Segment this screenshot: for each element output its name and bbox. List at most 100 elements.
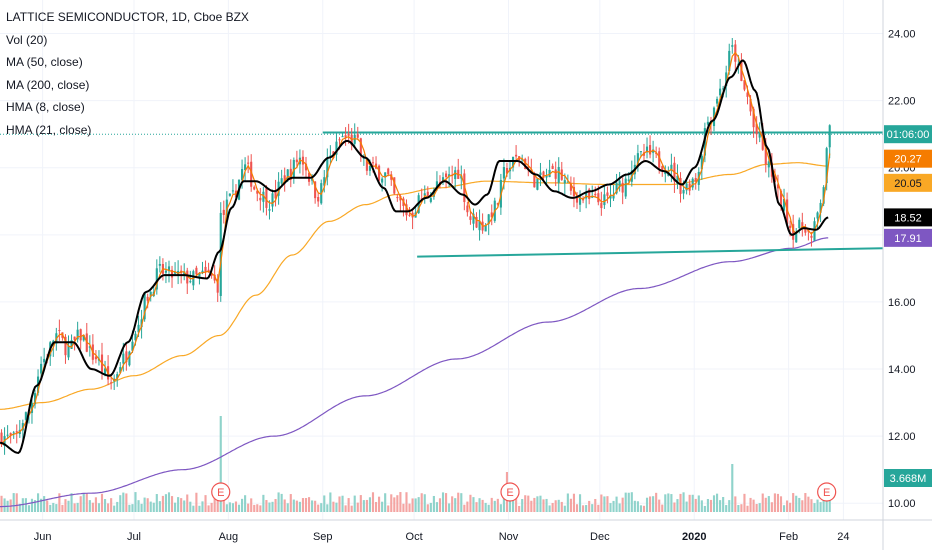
volume-bar (487, 504, 490, 512)
volume-bar (46, 500, 49, 512)
candle-body (603, 194, 606, 206)
volume-bar (140, 503, 143, 512)
candle-body (435, 181, 438, 189)
volume-bar (67, 500, 70, 512)
candle-body (79, 329, 82, 341)
candle-body (594, 193, 597, 196)
candle-body (216, 278, 219, 293)
candle-body (804, 226, 807, 233)
volume-bar (122, 492, 125, 512)
candle-body (828, 125, 831, 148)
volume-bar (636, 501, 639, 512)
candle-body (478, 220, 481, 231)
volume-bar (825, 498, 828, 512)
y-tick-label: 10.00 (888, 498, 916, 510)
candle-body (378, 165, 381, 181)
candle-body (758, 131, 761, 138)
volume-bar (189, 501, 192, 512)
x-tick-label: Dec (590, 531, 610, 543)
candle-body (134, 333, 137, 341)
volume-bar (73, 503, 76, 512)
volume-bar (603, 496, 606, 512)
candle-body (240, 169, 244, 181)
volume-bar (703, 505, 706, 512)
y-tick-label: 14.00 (888, 364, 916, 376)
volume-bar (511, 492, 515, 512)
candle-body (137, 324, 140, 333)
volume-bar (100, 493, 104, 512)
volume-bar (435, 502, 438, 512)
candle-body (70, 340, 73, 349)
candle-body (280, 178, 283, 184)
volume-bar (502, 496, 505, 512)
volume-bar (655, 492, 658, 512)
channel-trendlines[interactable] (0, 131, 884, 258)
volume-bar (743, 493, 746, 512)
volume-bar (694, 498, 697, 512)
volume-bar (40, 498, 43, 512)
study-hma21[interactable]: HMA (21, close) (6, 122, 92, 137)
volume-bar (314, 500, 317, 512)
volume-bar (94, 497, 97, 512)
volume-bar (283, 499, 286, 512)
candle-body (527, 166, 530, 169)
y-tick-label: 16.00 (888, 297, 916, 309)
volume-bar (752, 499, 755, 512)
volume-bar (441, 492, 445, 512)
ma200-path (0, 237, 829, 508)
candle-body (9, 433, 12, 436)
earnings-marker (817, 482, 837, 502)
volume-bar (719, 500, 722, 512)
volume-bar (262, 494, 265, 512)
candle-body (694, 178, 697, 182)
volume-bar (350, 505, 353, 512)
candle-body (691, 178, 694, 188)
candle-body (469, 216, 472, 220)
volume-bar (731, 464, 734, 512)
candle-body (219, 212, 222, 296)
volume-bar (627, 492, 630, 512)
candle-body (618, 180, 621, 187)
candle-body (432, 190, 435, 197)
candle-body (76, 329, 79, 340)
volume-bar (286, 503, 289, 512)
volume-bar (588, 500, 591, 512)
volume-bar (551, 502, 554, 512)
candle-body (426, 191, 429, 199)
candle-body (569, 183, 572, 191)
volume-bar (307, 497, 311, 512)
volume-bar (578, 494, 582, 512)
candle-body (110, 382, 113, 384)
study-hma8[interactable]: HMA (8, close) (6, 100, 85, 114)
volume-bar (807, 496, 810, 512)
volume-bar (420, 493, 423, 512)
volume-bar (746, 505, 749, 512)
volume-bar (673, 502, 676, 512)
symbol-title[interactable]: LATTICE SEMICONDUCTOR, 1D, Cboe BZX (6, 10, 249, 24)
candle-body (798, 219, 801, 229)
candle-body (323, 177, 326, 186)
candle-body (94, 356, 97, 360)
candle-body (262, 191, 265, 202)
study-vol[interactable]: Vol (20) (6, 32, 48, 47)
candle-body (143, 293, 146, 320)
volume-bar (277, 492, 280, 512)
candle-body (731, 45, 734, 47)
volume-bar (585, 505, 588, 512)
volume-bar (33, 500, 37, 512)
volume-bar (356, 502, 359, 512)
candle-body (73, 336, 76, 340)
candle-body (566, 181, 569, 183)
hma8-path (1, 51, 831, 445)
candle-body (764, 147, 767, 165)
study-ma200[interactable]: MA (200, close) (6, 77, 90, 92)
volume-bar (201, 501, 204, 512)
candle-body (155, 268, 158, 290)
candle-body (572, 186, 576, 196)
countdown-label-bg (884, 125, 932, 144)
volume-bar (335, 502, 338, 512)
study-ma50[interactable]: MA (50, close) (6, 55, 83, 69)
volume-bar (591, 504, 594, 512)
